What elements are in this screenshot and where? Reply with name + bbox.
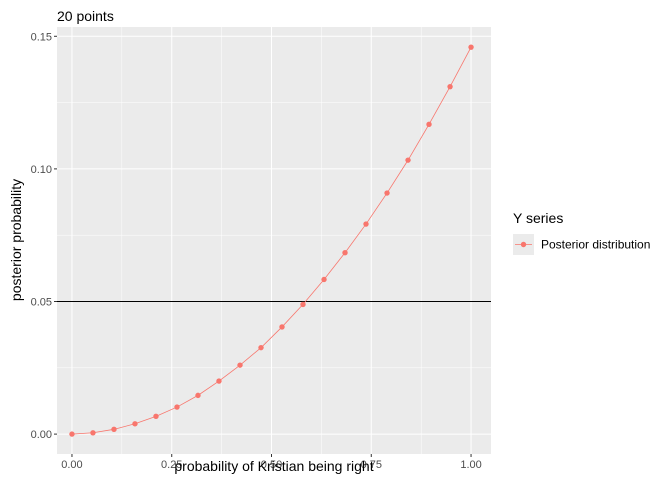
data-point xyxy=(342,250,348,256)
legend-label-posterior: Posterior distribution xyxy=(541,238,650,252)
x-tick-label: 0.25 xyxy=(161,459,182,471)
data-point xyxy=(447,83,453,90)
data-point xyxy=(216,378,222,384)
data-point xyxy=(90,430,96,436)
data-point xyxy=(174,404,180,410)
data-point xyxy=(321,276,327,283)
series-points xyxy=(69,44,474,437)
legend: Y series Posterior distribution xyxy=(513,210,650,255)
data-point xyxy=(111,426,117,433)
x-axis: 0.00 0.25 0.50 0.75 1.00 xyxy=(61,454,482,471)
x-tick-label: 0.75 xyxy=(361,459,382,471)
x-tick-label: 0.00 xyxy=(61,459,82,471)
data-point xyxy=(237,362,243,368)
data-point xyxy=(279,324,285,330)
x-tick-label: 1.00 xyxy=(460,459,481,471)
data-point xyxy=(132,421,138,427)
x-axis-title: probability of Kristian being right xyxy=(174,458,373,474)
data-point xyxy=(195,392,201,399)
data-point xyxy=(426,121,432,128)
plot-panel xyxy=(57,27,491,454)
data-point xyxy=(258,344,264,351)
minor-gridlines xyxy=(57,27,491,454)
data-point xyxy=(363,221,369,227)
data-point xyxy=(153,413,159,420)
y-tick-label: 0.05 xyxy=(31,297,52,309)
x-tick-label: 0.50 xyxy=(261,459,282,471)
legend-title: Y series xyxy=(513,210,563,226)
y-tick-label: 0.00 xyxy=(31,429,52,441)
data-point xyxy=(405,157,411,163)
y-axis-title: posterior probability xyxy=(8,179,24,301)
data-point xyxy=(468,44,474,50)
y-tick-label: 0.15 xyxy=(31,31,52,43)
series-line-posterior xyxy=(71,46,472,435)
chart-title: 20 points xyxy=(57,8,114,24)
y-axis: 0.00 0.05 0.10 0.15 xyxy=(31,31,57,441)
data-point xyxy=(300,301,306,308)
data-point xyxy=(384,190,390,196)
y-tick-label: 0.10 xyxy=(31,164,52,176)
legend-key-dot xyxy=(520,241,527,248)
data-point xyxy=(69,431,75,437)
